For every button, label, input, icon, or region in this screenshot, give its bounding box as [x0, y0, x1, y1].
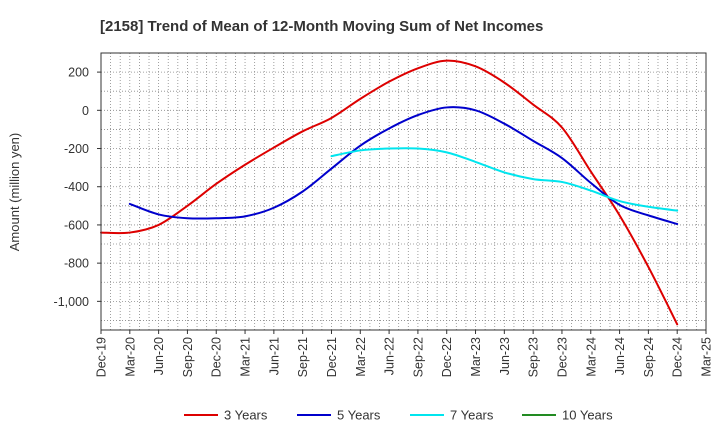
series-line-1	[100, 59, 679, 326]
plot-area	[101, 53, 706, 330]
x-tick-label: Mar-23	[469, 337, 483, 377]
x-tick-label: Dec-19	[95, 337, 109, 377]
x-tick-label: Sep-21	[296, 337, 310, 377]
x-tick-label: Mar-21	[239, 337, 253, 377]
x-tick-label: Jun-22	[383, 337, 397, 375]
y-tick-label: -400	[64, 180, 89, 194]
legend-label: 3 Years	[224, 408, 268, 423]
y-tick-label: -200	[64, 142, 89, 156]
legend-label: 10 Years	[562, 408, 613, 423]
x-tick-label: Dec-21	[325, 337, 339, 377]
y-axis-label: Amount (million yen)	[7, 133, 22, 252]
series-line-2	[128, 106, 679, 225]
x-tick-label: Sep-22	[411, 337, 425, 377]
x-tick-label: Dec-22	[440, 337, 454, 377]
x-tick-label: Sep-24	[642, 337, 656, 377]
x-tick-label: Mar-25	[700, 337, 714, 377]
x-tick-label: Dec-20	[210, 337, 224, 377]
x-tick-label: Dec-24	[671, 337, 685, 377]
legend-label: 7 Years	[450, 408, 494, 423]
x-tick-label: Mar-22	[354, 337, 368, 377]
grid-lines	[101, 53, 706, 330]
legend-label: 5 Years	[337, 408, 381, 423]
x-axis-ticks: Dec-19 Mar-20 Jun-20 Sep-20 Dec-20 Mar-21 Jun-…	[95, 330, 714, 377]
y-tick-label: -600	[64, 218, 89, 232]
x-tick-label: Jun-24	[613, 337, 627, 375]
y-tick-label: 200	[68, 66, 89, 80]
x-tick-label: Jun-20	[152, 337, 166, 375]
chart-title: [2158] Trend of Mean of 12-Month Moving …	[100, 18, 543, 35]
x-tick-label: Dec-23	[555, 337, 569, 377]
plot-border	[100, 52, 707, 331]
series-line-3	[330, 147, 679, 212]
series-lines	[100, 59, 679, 326]
y-axis-ticks: 200 0 -200 -400 -600 -800 -1,000	[54, 66, 101, 309]
y-tick-label: 0	[82, 104, 89, 118]
x-tick-label: Mar-24	[584, 337, 598, 377]
y-tick-label: -800	[64, 257, 89, 271]
x-tick-label: Mar-20	[123, 337, 137, 377]
x-tick-label: Jun-23	[498, 337, 512, 375]
x-tick-label: Sep-23	[527, 337, 541, 377]
y-tick-label: -1,000	[54, 295, 89, 309]
x-tick-label: Sep-20	[181, 337, 195, 377]
x-tick-label: Jun-21	[267, 337, 281, 375]
legend: 3 Years 5 Years 7 Years 10 Years	[184, 408, 613, 423]
